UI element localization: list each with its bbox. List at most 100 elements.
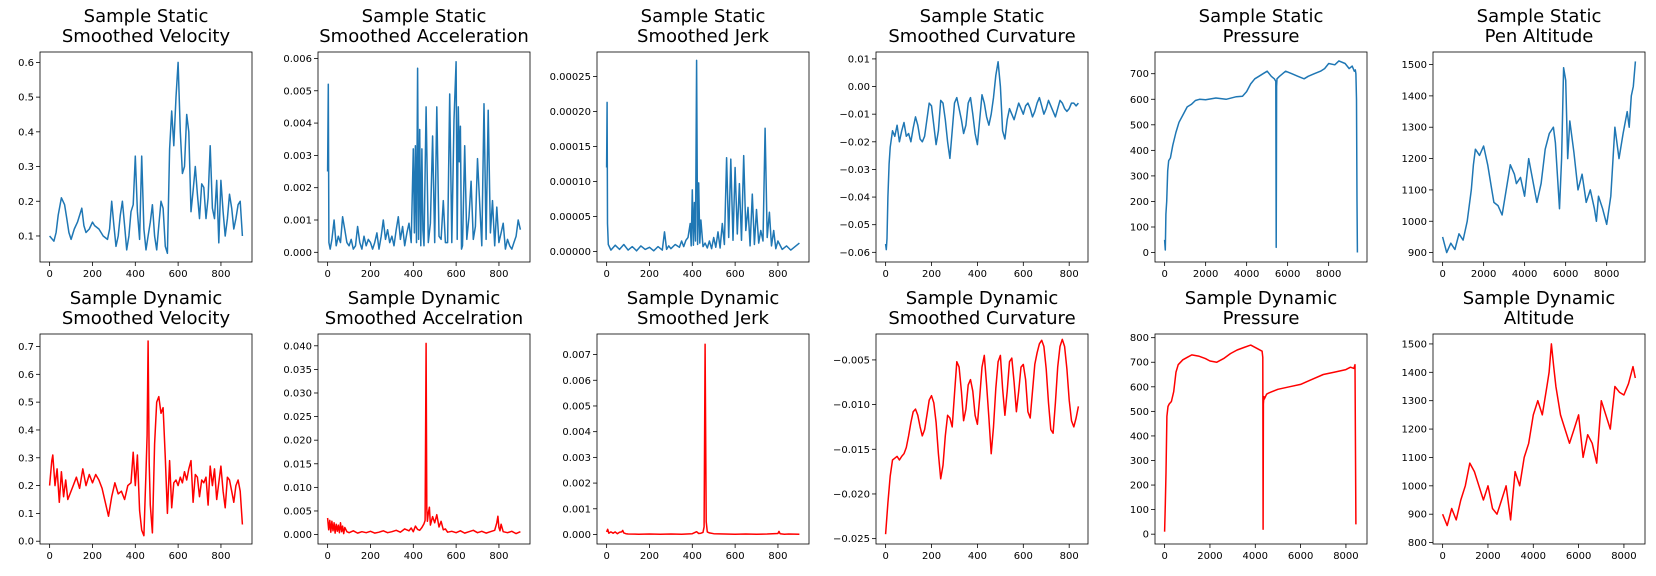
y-tick-label: −0.01	[839, 110, 870, 121]
x-tick-label: 4000	[1243, 551, 1268, 562]
axes-frame	[39, 333, 253, 545]
x-tick-label: 600	[447, 269, 466, 280]
y-tick-label: 0.00	[848, 82, 870, 93]
subplot-title-line: Smoothed Jerk	[637, 308, 769, 329]
subplot-title-line: Smoothed Curvature	[888, 308, 1075, 329]
x-tick-label: 0	[882, 269, 888, 280]
x-tick-label: 800	[768, 269, 787, 280]
y-tick-label: 400	[1130, 431, 1149, 442]
y-tick-label: 0.4	[18, 127, 34, 138]
y-tick-label: 1000	[1402, 217, 1427, 228]
x-tick-label: 200	[83, 551, 102, 562]
x-tick-label: 0	[603, 551, 609, 562]
x-tick-label: 2000	[1193, 269, 1218, 280]
y-tick-label: −0.04	[839, 193, 870, 204]
x-tick-label: 8000	[1316, 269, 1341, 280]
y-tick-label: 0.004	[283, 119, 312, 130]
y-tick-label: −0.06	[839, 248, 870, 259]
x-tick-label: 0	[46, 269, 52, 280]
subplot-title-line: Pressure	[1223, 308, 1300, 329]
y-tick-label: 1200	[1402, 425, 1427, 436]
x-tick-label: 400	[968, 551, 987, 562]
x-tick-label: 0	[603, 269, 609, 280]
x-tick-label: 2000	[1471, 269, 1496, 280]
y-tick-label: 700	[1130, 69, 1149, 80]
series-line	[884, 338, 1080, 535]
axes-frame	[1154, 51, 1368, 263]
y-tick-label: 0.00005	[550, 212, 591, 223]
x-tick-label: 800	[489, 551, 508, 562]
x-tick-label: 800	[1060, 551, 1079, 562]
x-tick-label: 400	[404, 551, 423, 562]
axes-frame	[596, 51, 810, 263]
x-tick-label: 8000	[1333, 551, 1358, 562]
x-tick-label: 600	[447, 551, 466, 562]
x-tick-label: 400	[683, 551, 702, 562]
subplot-title-line: Sample Static	[920, 6, 1045, 27]
y-tick-label: 0.4	[18, 425, 34, 436]
y-tick-label: 1400	[1402, 368, 1427, 379]
y-tick-label: 0.1	[18, 509, 34, 520]
y-tick-label: 0.7	[18, 342, 34, 353]
subplot-title-line: Smoothed Acceleration	[319, 26, 529, 47]
y-tick-label: 1300	[1402, 123, 1427, 134]
subplot-title-line: Sample Dynamic	[70, 288, 223, 309]
subplot-title-line: Smoothed Velocity	[62, 26, 231, 47]
y-tick-label: 0.6	[18, 370, 34, 381]
y-tick-label: 0.00025	[550, 72, 591, 83]
axes-frame	[1432, 333, 1646, 545]
y-tick-label: 0.000	[562, 530, 591, 541]
y-tick-label: 0.020	[283, 436, 312, 447]
y-tick-label: 0.3	[18, 162, 34, 173]
y-tick-label: 0.5	[18, 398, 34, 409]
x-tick-label: 800	[489, 269, 508, 280]
subplot-title-line: Smoothed Accelration	[325, 308, 523, 329]
series-line	[884, 60, 1079, 251]
y-tick-label: 0	[1143, 248, 1149, 259]
y-tick-label: 1400	[1402, 91, 1427, 102]
y-tick-label: 0.025	[283, 412, 312, 423]
y-tick-label: 300	[1130, 456, 1149, 467]
x-tick-label: 4000	[1512, 269, 1537, 280]
subplot-title-line: Sample Dynamic	[906, 288, 1059, 309]
y-tick-label: 0.006	[283, 54, 312, 65]
x-tick-label: 0	[324, 269, 330, 280]
x-tick-label: 200	[361, 269, 380, 280]
x-tick-label: 200	[83, 269, 102, 280]
axes-frame	[39, 51, 253, 263]
y-tick-label: 0.2	[18, 481, 34, 492]
y-tick-label: 0.000	[283, 248, 312, 259]
y-tick-label: 1100	[1402, 185, 1427, 196]
y-tick-label: 0.003	[283, 151, 312, 162]
x-tick-label: 200	[922, 269, 941, 280]
y-tick-label: 0.004	[562, 427, 591, 438]
y-tick-label: −0.025	[833, 534, 870, 545]
axes-frame	[1432, 51, 1646, 263]
y-tick-label: −0.03	[839, 165, 870, 176]
subplot-title-line: Sample Dynamic	[1185, 288, 1338, 309]
x-tick-label: 6000	[1553, 269, 1578, 280]
subplot-title-line: Pressure	[1223, 26, 1300, 47]
y-tick-label: 0.001	[283, 216, 312, 227]
x-tick-label: 800	[1060, 269, 1079, 280]
y-tick-label: 600	[1130, 95, 1149, 106]
y-tick-label: 0.002	[283, 183, 312, 194]
subplot-title-line: Sample Static	[362, 6, 487, 27]
x-tick-label: 400	[968, 269, 987, 280]
y-tick-label: 300	[1130, 171, 1149, 182]
y-tick-label: −0.02	[839, 137, 870, 148]
y-tick-label: 600	[1130, 382, 1149, 393]
x-tick-label: 800	[211, 269, 230, 280]
x-tick-label: 0	[1161, 269, 1167, 280]
y-tick-label: 0.010	[283, 483, 312, 494]
y-tick-label: 800	[1130, 333, 1149, 344]
subplot-title-line: Sample Static	[641, 6, 766, 27]
series-line	[1441, 343, 1637, 527]
x-tick-label: 0	[1439, 269, 1445, 280]
y-tick-label: 100	[1130, 505, 1149, 516]
x-tick-label: 0	[46, 551, 52, 562]
